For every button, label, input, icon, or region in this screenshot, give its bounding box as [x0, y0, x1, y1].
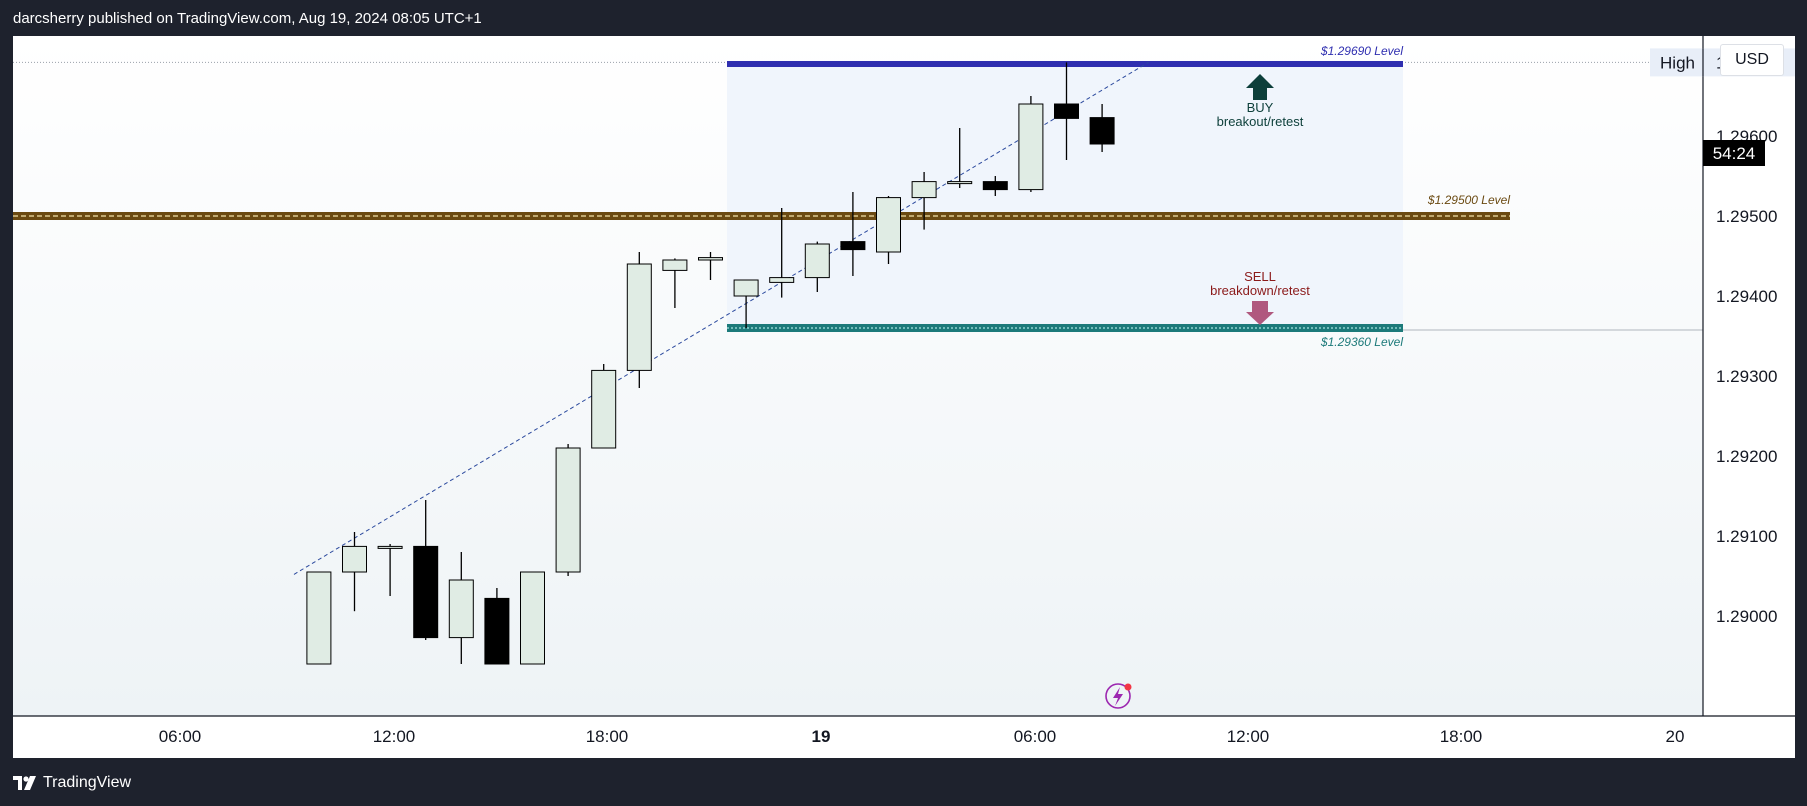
- candle-body: [1089, 117, 1115, 145]
- publisher-header: darcsherry published on TradingView.com,…: [0, 0, 1807, 36]
- tradingview-logo-icon: [13, 776, 36, 790]
- events-icon: [1105, 683, 1131, 709]
- trendline: [293, 61, 1149, 575]
- lightning-icon: [1113, 687, 1123, 706]
- x-tick-label: 19: [812, 727, 831, 746]
- level-label-top: $1.29690 Level: [1320, 44, 1403, 58]
- candlestick-chart[interactable]: $1.29690 Level $1.29500 Level $1.29360 Lev…: [13, 36, 1795, 758]
- candle-body: [769, 277, 795, 283]
- currency-label: USD: [1735, 51, 1769, 68]
- candle-body: [377, 545, 403, 549]
- candle-body: [947, 181, 973, 185]
- candle-body: [876, 197, 901, 253]
- candle-body: [306, 571, 332, 665]
- candle-body: [626, 263, 652, 371]
- level-label-mid: $1.29500 Level: [1427, 193, 1510, 207]
- sell-subtitle: breakdown/retest: [1210, 283, 1310, 298]
- chart-area[interactable]: $1.29690 Level $1.29500 Level $1.29360 Lev…: [13, 36, 1795, 758]
- time-axis-bg: [13, 716, 1795, 758]
- tradingview-logo[interactable]: TradingView: [13, 774, 131, 792]
- x-tick-label: 18:00: [586, 727, 629, 746]
- candle-body: [520, 571, 545, 665]
- footer-bar: TradingView: [0, 762, 1807, 806]
- candle-body: [484, 597, 510, 665]
- high-marker-label: High: [1660, 53, 1695, 72]
- candle-body: [840, 241, 866, 251]
- y-tick-label: 1.29000: [1716, 607, 1777, 626]
- currency-button[interactable]: USD: [1720, 44, 1784, 76]
- candle-body: [662, 259, 688, 271]
- x-tick-label: 06:00: [159, 727, 202, 746]
- x-tick-label: 18:00: [1440, 727, 1483, 746]
- x-tick-label: 06:00: [1014, 727, 1057, 746]
- buy-arrow-icon: [1246, 74, 1274, 100]
- candle-body: [413, 545, 439, 639]
- candle-body: [982, 181, 1008, 191]
- countdown-label: 54:24: [1713, 144, 1756, 163]
- y-tick-label: 1.29500: [1716, 207, 1777, 226]
- y-tick-label: 1.29400: [1716, 287, 1777, 306]
- brand-label: TradingView: [43, 774, 132, 791]
- candle-body: [1018, 103, 1044, 191]
- level-label-bottom: $1.29360 Level: [1320, 335, 1403, 349]
- candle-body: [698, 257, 723, 261]
- candle-body: [733, 279, 759, 297]
- x-tick-label: 20: [1666, 727, 1685, 746]
- candle-body: [448, 579, 474, 639]
- candle-body: [342, 545, 367, 573]
- buy-subtitle: breakout/retest: [1217, 114, 1304, 129]
- sell-arrow-icon: [1246, 301, 1274, 325]
- candle-body: [555, 447, 581, 573]
- candle-body: [591, 369, 617, 449]
- countdown-tag: [1703, 140, 1765, 166]
- candle-body: [1054, 103, 1079, 119]
- y-tick-label: 1.29100: [1716, 527, 1777, 546]
- sell-title: SELL: [1244, 269, 1276, 284]
- x-tick-label: 12:00: [373, 727, 416, 746]
- buy-title: BUY: [1247, 100, 1274, 115]
- level-line-top: [727, 61, 1403, 67]
- y-tick-label: 1.29200: [1716, 447, 1777, 466]
- publisher-line: darcsherry published on TradingView.com,…: [13, 10, 482, 27]
- x-tick-label: 12:00: [1227, 727, 1270, 746]
- candle-body: [804, 243, 830, 279]
- candle-body: [911, 181, 937, 199]
- notification-dot-icon: [1124, 683, 1132, 691]
- y-tick-label: 1.29300: [1716, 367, 1777, 386]
